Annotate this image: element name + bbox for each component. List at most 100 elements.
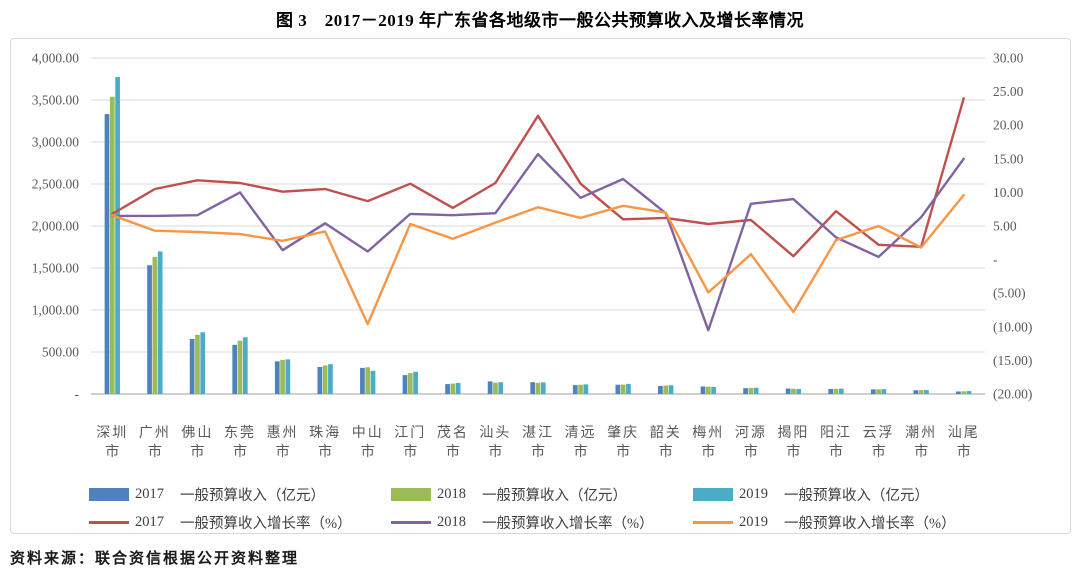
bar-2019-潮州市: [924, 390, 929, 394]
bar-series-2019: [115, 77, 972, 394]
x-axis-label: 市: [744, 443, 758, 460]
bar-2017-韶关市: [658, 386, 663, 394]
bar-2018-汕头市: [493, 382, 498, 394]
left-axis-tick-label: 2,500.00: [32, 177, 80, 192]
bar-2017-中山市: [360, 367, 365, 394]
bar-2018-汕尾市: [961, 391, 967, 394]
bar-2017-茂名市: [445, 384, 450, 394]
x-axis-label: 市: [403, 443, 417, 460]
legend-swatch-2017: [89, 487, 129, 501]
legend-label: 一般预算收入（亿元）: [784, 487, 929, 504]
bar-2018-潮州市: [918, 390, 924, 394]
bar-2018-珠海市: [322, 365, 328, 394]
x-axis-label: 湛江: [522, 425, 554, 441]
bar-2018-揭阳市: [791, 388, 796, 394]
right-axis-tick-label: (10.00): [993, 319, 1032, 334]
bar-2017-湛江市: [530, 382, 536, 394]
x-axis-label: 市: [148, 443, 162, 460]
right-axis-tick-label: 10.00: [993, 185, 1024, 200]
legend-item-rev2017: 2017 一般预算收入（亿元）: [89, 484, 391, 505]
legend-row-lines: 2017 一般预算收入增长率（%） 2018 一般预算收入增长率（%） 2019 一般预算…: [11, 511, 1070, 533]
x-axis-label: 汕尾: [948, 425, 980, 441]
bar-2017-河源市: [743, 388, 748, 394]
bar-2017-潮州市: [913, 390, 919, 394]
bar-2019-深圳市: [115, 77, 120, 394]
bar-2018-江门市: [407, 373, 413, 394]
x-axis-label: 阳江: [820, 425, 852, 441]
x-axis-label: 市: [531, 443, 545, 460]
x-axis-label: 梅州: [692, 425, 724, 441]
bar-2019-茂名市: [455, 382, 461, 394]
x-axis-label: 揭阳: [777, 425, 809, 441]
bar-2017-云浮市: [870, 389, 876, 394]
x-axis-label: 茂名: [437, 424, 469, 441]
x-axis-label: 市: [446, 443, 460, 460]
bar-2019-江门市: [413, 371, 418, 394]
bar-2019-湛江市: [540, 382, 546, 394]
bar-2017-广州市: [147, 265, 152, 394]
legend-label: 一般预算收入（亿元）: [482, 487, 627, 504]
x-axis-label: 市: [957, 443, 971, 460]
bar-2017-佛山市: [189, 338, 195, 394]
left-axis-tick-label: -: [75, 387, 80, 402]
x-axis-label: 市: [786, 443, 800, 460]
legend-year: 2019: [739, 513, 768, 530]
bar-2019-清远市: [583, 384, 589, 394]
bar-2019-珠海市: [328, 364, 333, 394]
bar-2018-梅州市: [705, 386, 711, 394]
source-note: 资料来源：联合资信根据公开资料整理: [10, 551, 300, 567]
legend-item-rev2018: 2018 一般预算收入（亿元）: [391, 484, 693, 505]
legend-year: 2018: [437, 485, 466, 502]
legend-swatch-2018: [391, 487, 431, 501]
bar-2019-惠州市: [285, 359, 291, 394]
x-axis-label: 汕头: [479, 425, 511, 441]
line-series-2019: [111, 193, 965, 326]
bar-2017-清远市: [572, 385, 578, 394]
legend-item-gr2018: 2018 一般预算收入增长率（%）: [391, 512, 693, 533]
x-axis-label: 市: [233, 443, 247, 460]
bar-2018-惠州市: [280, 359, 285, 394]
x-axis-label: 惠州: [267, 425, 299, 441]
bar-2017-江门市: [402, 375, 408, 394]
bar-2018-阳江市: [833, 388, 839, 394]
bar-2019-东莞市: [242, 337, 248, 394]
right-axis-tick-label: (20.00): [993, 387, 1032, 402]
x-axis-label: 清远: [565, 425, 597, 441]
legend-label: 一般预算收入增长率（%）: [784, 515, 956, 532]
bar-2017-珠海市: [317, 366, 323, 394]
bar-2019-云浮市: [881, 389, 887, 394]
x-axis-label: 云浮: [863, 425, 895, 441]
bar-2019-韶关市: [668, 385, 674, 394]
right-axis-tick-label: 20.00: [993, 118, 1024, 133]
legend-label: 一般预算收入（亿元）: [180, 487, 325, 504]
left-axis-tick-label: 1,000.00: [32, 303, 80, 318]
right-axis-tick-label: 25.00: [993, 84, 1024, 99]
bar-2018-韶关市: [663, 385, 669, 394]
combo-chart-canvas: 4,000.00 3,500.00 3,000.00 2,500.00 2,000.00…: [32, 51, 1033, 461]
x-axis-label: 东莞: [224, 425, 256, 441]
x-axis-label: 市: [190, 443, 204, 460]
legend-swatch-2019: [693, 487, 733, 501]
x-axis-label: 市: [914, 443, 928, 460]
bar-2018-湛江市: [535, 382, 541, 394]
bar-2018-清远市: [578, 384, 583, 394]
right-axis-tick-label: (15.00): [993, 353, 1032, 368]
right-axis-tick-label: -: [993, 252, 998, 267]
left-axis-tick-label: 3,000.00: [32, 135, 80, 150]
x-axis-label: 市: [276, 443, 290, 460]
x-axis-label: 市: [659, 443, 673, 460]
bar-2018-广州市: [152, 256, 158, 394]
legend-item-gr2019: 2019 一般预算收入增长率（%）: [693, 512, 995, 533]
right-axis-tick-label: 15.00: [993, 151, 1024, 166]
legend-label: 一般预算收入增长率（%）: [180, 515, 352, 532]
bar-2017-阳江市: [828, 388, 834, 394]
bar-2018-云浮市: [876, 389, 881, 394]
bar-2017-肇庆市: [615, 384, 621, 394]
left-axis-tick-label: 2,000.00: [32, 219, 80, 234]
bar-2017-惠州市: [274, 361, 280, 394]
x-axis-label: 市: [105, 443, 119, 460]
x-axis-label: 市: [872, 443, 886, 460]
bar-2019-佛山市: [200, 332, 206, 394]
x-axis-label: 深圳: [96, 425, 128, 441]
line-series-2017: [111, 97, 965, 258]
